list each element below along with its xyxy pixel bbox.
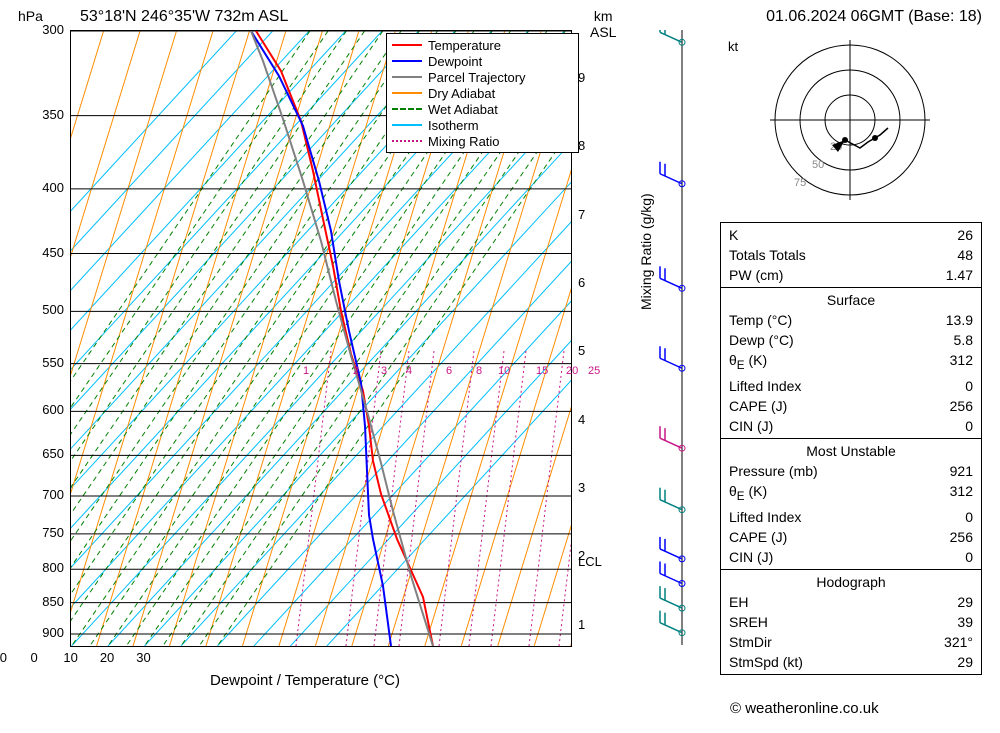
temp-tick: 30	[124, 650, 164, 665]
index-row: CAPE (J)256	[729, 527, 973, 547]
legend-item: Dewpoint	[392, 53, 573, 69]
mixing-ratio-tick: 10	[498, 365, 510, 377]
legend-item: Wet Adiabat	[392, 101, 573, 117]
index-row: CAPE (J)256	[729, 396, 973, 416]
pressure-tick: 650	[28, 446, 64, 461]
date-title: 01.06.2024 06GMT (Base: 18)	[766, 8, 982, 26]
legend-item: Parcel Trajectory	[392, 69, 573, 85]
pressure-tick: 450	[28, 245, 64, 260]
km-tick: 2	[578, 548, 598, 563]
surface-section: Surface Temp (°C)13.9Dewp (°C)5.8θE (K)3…	[721, 288, 981, 439]
pressure-tick: 800	[28, 560, 64, 575]
index-row: EH29	[729, 592, 973, 612]
mixing-ratio-tick: 6	[446, 365, 452, 377]
mixing-ratio-tick: 4	[406, 365, 412, 377]
index-row: SREH39	[729, 612, 973, 632]
pressure-tick: 750	[28, 525, 64, 540]
hodograph-svg: kt 25 50 75	[720, 35, 980, 205]
index-row: Lifted Index0	[729, 376, 973, 396]
pressure-tick: 600	[28, 402, 64, 417]
km-tick: 8	[578, 138, 598, 153]
km-tick: 7	[578, 207, 598, 222]
temp-tick: 10	[51, 650, 91, 665]
legend-item: Dry Adiabat	[392, 85, 573, 101]
hodograph-section: Hodograph EH29SREH39StmDir321°StmSpd (kt…	[721, 570, 981, 674]
altitude-unit-label: kmASL	[590, 8, 616, 40]
index-row: StmDir321°	[729, 632, 973, 652]
mixing-ratio-tick: 3	[381, 365, 387, 377]
surface-title: Surface	[729, 290, 973, 310]
legend-item: Isotherm	[392, 117, 573, 133]
indices-panel: K26Totals Totals48PW (cm)1.47 Surface Te…	[720, 222, 982, 675]
wind-barb-column	[655, 30, 710, 645]
pressure-tick: 300	[28, 22, 64, 37]
pressure-tick: 350	[28, 107, 64, 122]
legend-item: Temperature	[392, 37, 573, 53]
x-axis-label: Dewpoint / Temperature (°C)	[210, 672, 400, 689]
wind-barb-svg	[655, 30, 710, 645]
index-row: Temp (°C)13.9	[729, 310, 973, 330]
km-tick: 6	[578, 275, 598, 290]
index-row: Dewp (°C)5.8	[729, 330, 973, 350]
temp-tick: 20	[87, 650, 127, 665]
mixing-ratio-axis-label: Mixing Ratio (g/kg)	[638, 193, 654, 310]
pressure-tick: 550	[28, 355, 64, 370]
km-tick: 3	[578, 480, 598, 495]
index-row: θE (K)312	[729, 350, 973, 376]
index-row: CIN (J)0	[729, 416, 973, 436]
km-tick: 5	[578, 343, 598, 358]
pressure-tick: 700	[28, 487, 64, 502]
mixing-ratio-tick: 25	[588, 365, 600, 377]
temp-tick: 0	[14, 650, 54, 665]
indices-top-section: K26Totals Totals48PW (cm)1.47	[721, 223, 981, 288]
legend-item: Mixing Ratio	[392, 133, 573, 149]
mixing-ratio-tick: 15	[536, 365, 548, 377]
index-row: θE (K)312	[729, 481, 973, 507]
location-title: 53°18'N 246°35'W 732m ASL	[80, 8, 288, 26]
mixing-ratio-tick: 8	[476, 365, 482, 377]
pressure-tick: 500	[28, 302, 64, 317]
mixing-ratio-tick: 1	[303, 365, 309, 377]
pressure-tick: 850	[28, 594, 64, 609]
svg-text:50: 50	[812, 159, 824, 171]
mu-title: Most Unstable	[729, 441, 973, 461]
hodograph-unit: kt	[728, 39, 739, 54]
index-row: PW (cm)1.47	[729, 265, 973, 285]
index-row: StmSpd (kt)29	[729, 652, 973, 672]
index-row: CIN (J)0	[729, 547, 973, 567]
hodograph: kt 25 50 75	[720, 35, 980, 205]
km-tick: 4	[578, 412, 598, 427]
svg-text:75: 75	[794, 177, 806, 189]
hodo-title: Hodograph	[729, 572, 973, 592]
legend: TemperatureDewpointParcel TrajectoryDry …	[386, 33, 579, 153]
pressure-tick: 400	[28, 180, 64, 195]
most-unstable-section: Most Unstable Pressure (mb)921θE (K)312L…	[721, 439, 981, 570]
mixing-ratio-tick: 2	[353, 365, 359, 377]
copyright: © weatheronline.co.uk	[730, 700, 879, 717]
index-row: Totals Totals48	[729, 245, 973, 265]
mixing-ratio-tick: 20	[566, 365, 578, 377]
km-tick: 9	[578, 70, 598, 85]
km-tick: 1	[578, 617, 598, 632]
index-row: Lifted Index0	[729, 507, 973, 527]
index-row: Pressure (mb)921	[729, 461, 973, 481]
index-row: K26	[729, 225, 973, 245]
pressure-tick: 900	[28, 625, 64, 640]
